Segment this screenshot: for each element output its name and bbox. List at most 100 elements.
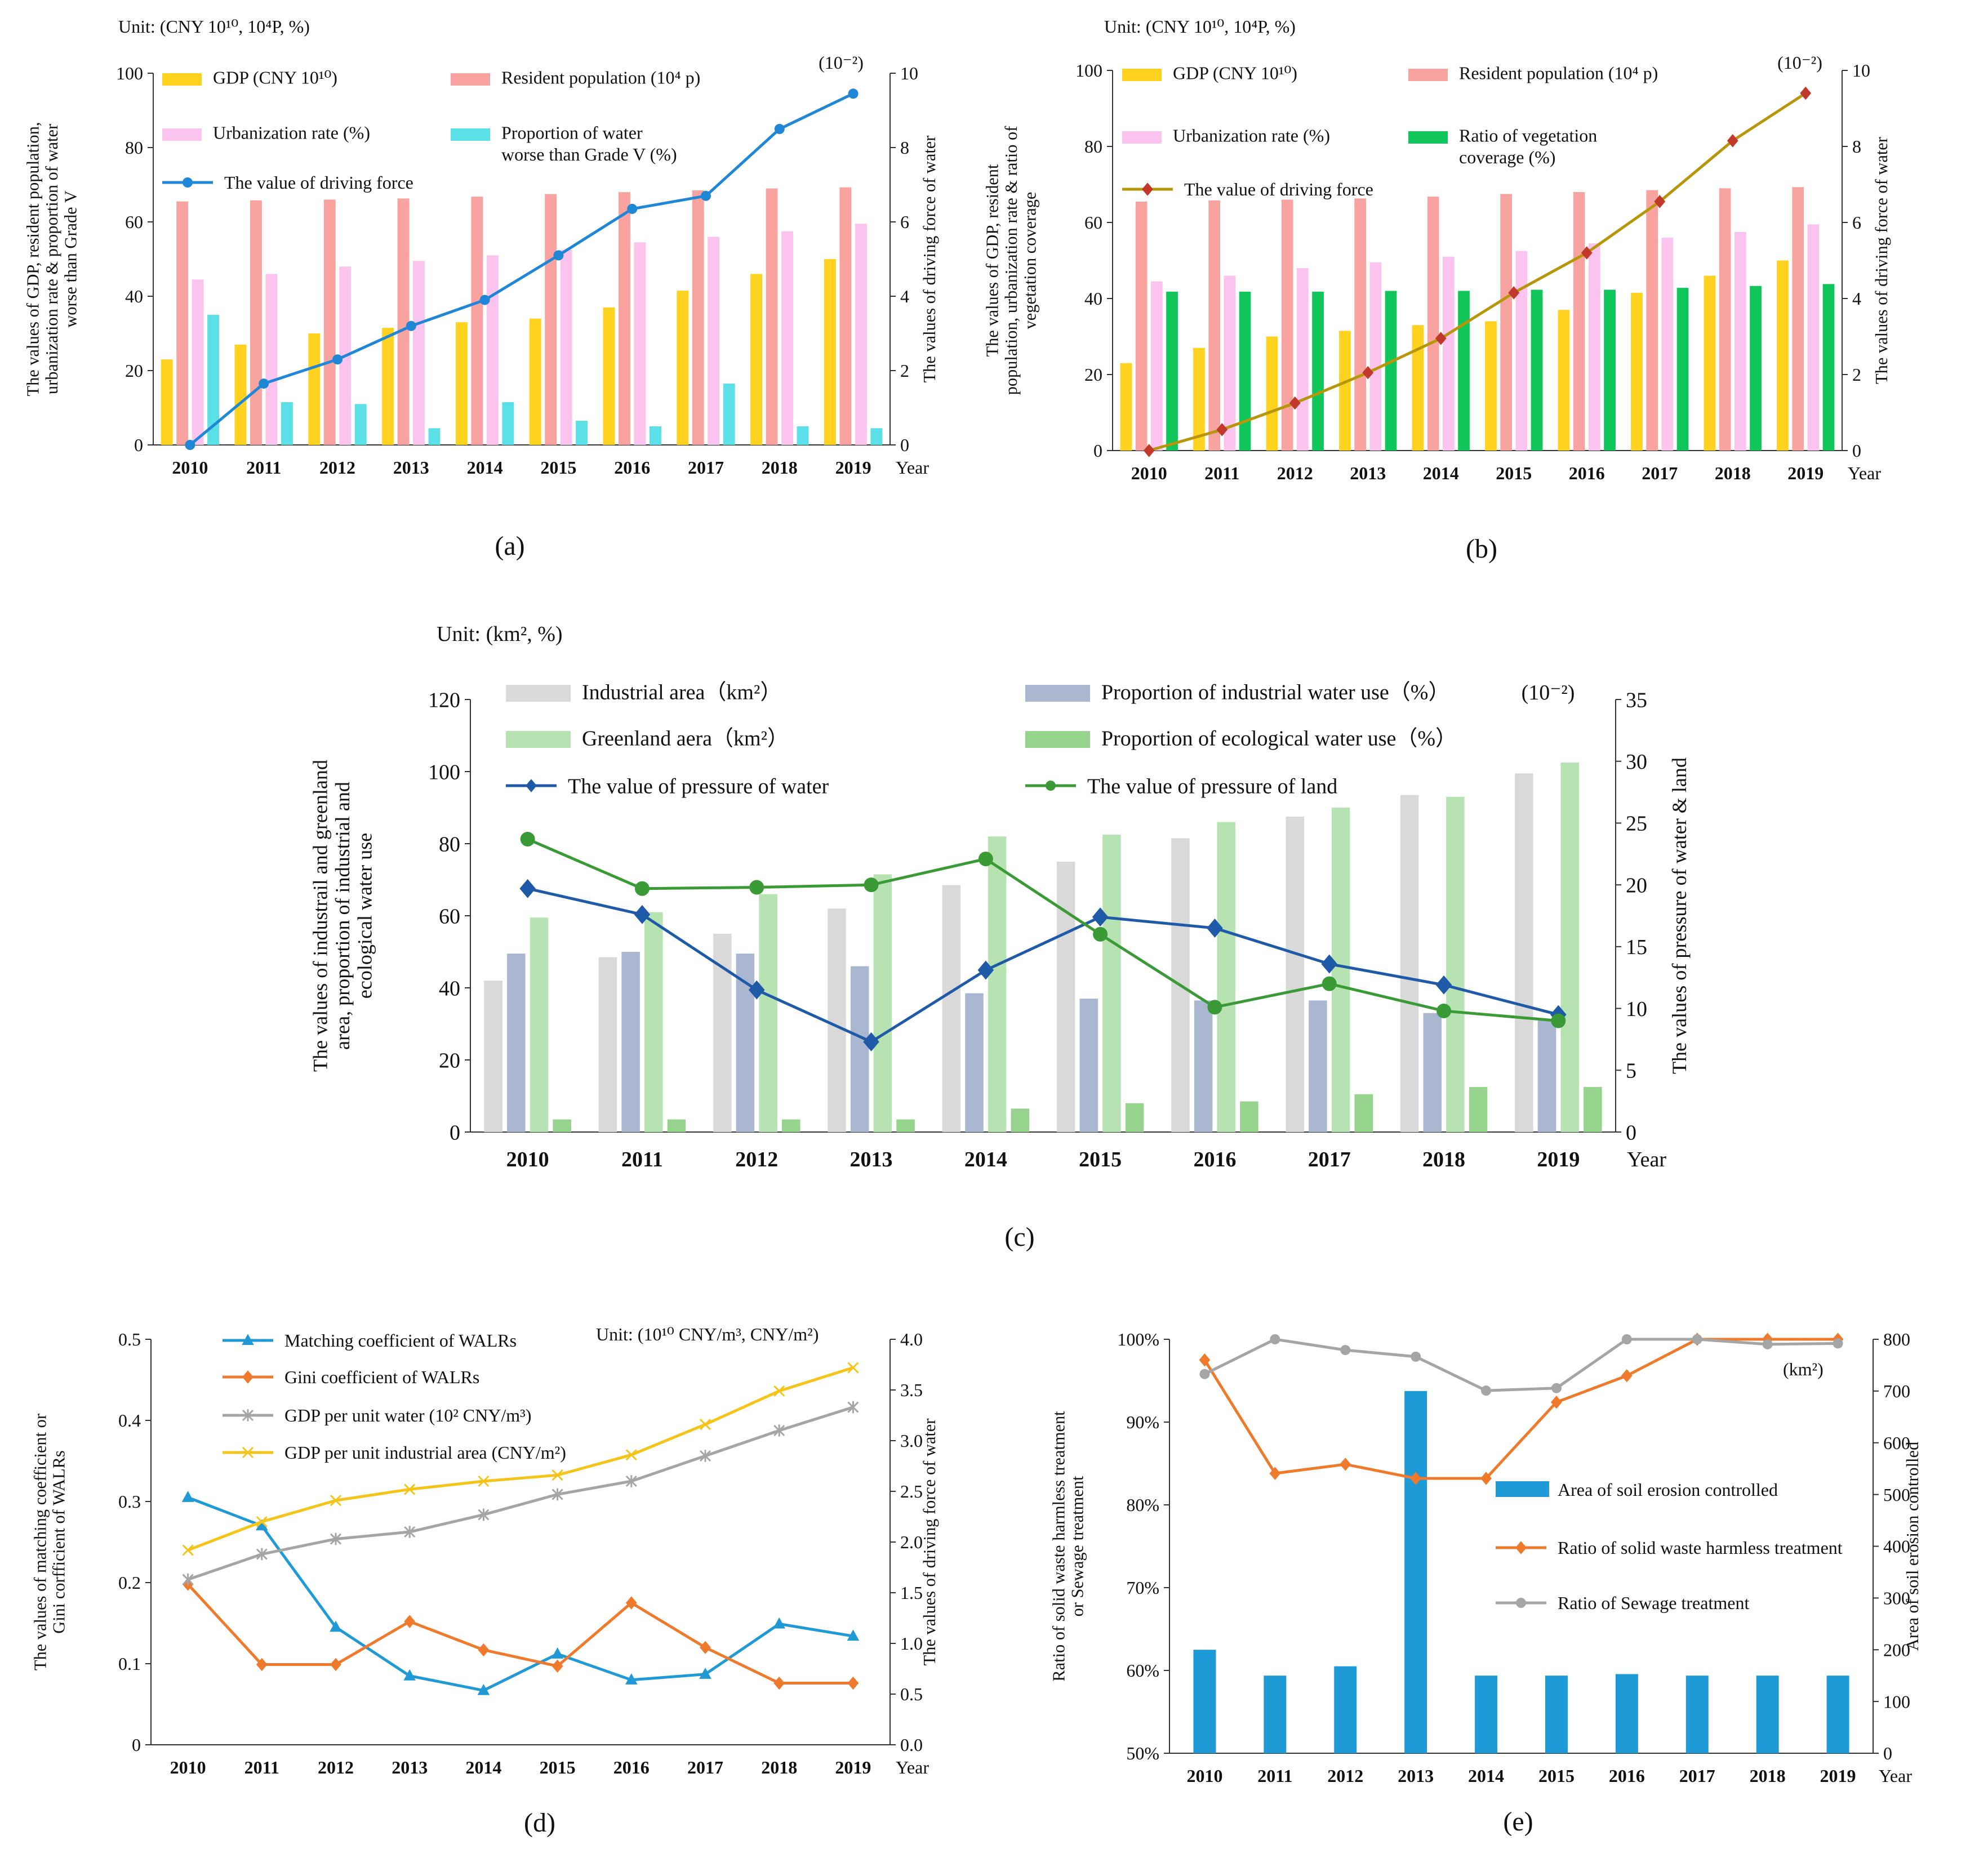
- left-tick-label: 40: [1084, 288, 1102, 309]
- point-b-s0: [1727, 134, 1738, 148]
- right-tick-label: 2.5: [900, 1481, 923, 1501]
- point-d-s0: [773, 1617, 785, 1629]
- right-tick-label: 4.0: [900, 1329, 923, 1349]
- x-tick-label: 2017: [1679, 1766, 1715, 1786]
- bar-c-s2: [644, 912, 663, 1132]
- bar-c-s1: [1423, 1013, 1442, 1132]
- bar-c-s3: [1584, 1087, 1602, 1132]
- bar-a-s0: [677, 291, 689, 445]
- bar-c-s1: [1194, 1000, 1213, 1132]
- point-b-s0: [1435, 332, 1447, 345]
- bar-a-s1: [619, 192, 630, 445]
- x-tick-label: 2012: [1327, 1766, 1363, 1786]
- point-e-s1: [1340, 1345, 1351, 1356]
- point-d-s1: [700, 1641, 711, 1654]
- bar-c-s3: [1354, 1094, 1373, 1132]
- bar-a-s0: [382, 328, 394, 445]
- legend-label: Ratio of Sewage treatment: [1558, 1593, 1749, 1613]
- x-tick-label: 2011: [621, 1148, 663, 1171]
- legend-label: Proportion of ecological water use（%）: [1101, 727, 1457, 751]
- legend-label: GDP (CNY 10¹⁰): [1173, 63, 1297, 83]
- legend-b: GDP (CNY 10¹⁰) Resident population (10⁴ p…: [1122, 63, 1658, 199]
- x-tick-label: 2016: [1609, 1766, 1645, 1786]
- x-tick-label: 2013: [393, 457, 429, 478]
- x-tick-label: 2015: [1538, 1766, 1575, 1786]
- point-d-s2: [552, 1488, 563, 1501]
- right-tick-label: 20: [1626, 874, 1647, 897]
- point-d-s0: [625, 1673, 638, 1685]
- point-a-s0: [553, 250, 564, 261]
- bar-c-s0: [1400, 795, 1419, 1132]
- bar-b-s2: [1661, 238, 1674, 451]
- right-axis-title: The values of driving force of water: [920, 136, 939, 383]
- legend-swatch: [506, 685, 571, 702]
- right-tick-label: 3.0: [900, 1431, 923, 1451]
- point-e-s1: [1199, 1369, 1210, 1379]
- x-tick-label: 2013: [392, 1757, 428, 1777]
- panel-a: 0 20 40 60 80 100 0 2 4 6 8 10 2010 2011 2012 2013 2014 2…: [24, 16, 939, 561]
- point-d-s3: [773, 1385, 785, 1397]
- bar-a-s1: [250, 200, 262, 445]
- point-d-s0: [551, 1647, 564, 1659]
- x-tick-label: 2014: [1423, 463, 1459, 483]
- point-d-s2: [404, 1526, 416, 1538]
- bar-c-s2: [988, 836, 1007, 1132]
- point-d-s1: [847, 1676, 859, 1690]
- x-tick-label: 2019: [835, 1757, 871, 1777]
- point-d-s0: [181, 1491, 194, 1502]
- left-axis-title-line: The values of matching coefficient or: [30, 1414, 50, 1670]
- point-c-s0: [977, 960, 994, 980]
- x-tick-label: 2010: [506, 1148, 549, 1171]
- bar-c-s2: [1217, 822, 1236, 1132]
- bar-b-s0: [1558, 310, 1570, 451]
- bar-a-s3: [354, 404, 367, 445]
- right-tick-label: 400: [1883, 1536, 1910, 1557]
- legend-c: Industrial area（km²） Proportion of indust…: [506, 681, 1457, 798]
- bar-b-s3: [1385, 291, 1397, 451]
- left-axis-title: The values of GDP, resident population,u…: [24, 122, 81, 396]
- right-tick-label: 1.0: [900, 1633, 923, 1654]
- left-tick-label: 0: [1093, 440, 1102, 461]
- point-d-s0: [699, 1668, 711, 1679]
- bar-c-s3: [1240, 1101, 1258, 1132]
- point-e-s1: [1411, 1351, 1421, 1362]
- left-axis-title-line: or Sewage treatment: [1068, 1476, 1087, 1616]
- left-axis-title-line: Ratio of solid waste harmless treatment: [1049, 1411, 1068, 1682]
- x-tick-label: 2017: [1308, 1148, 1351, 1171]
- bar-a-s3: [281, 402, 293, 445]
- panel-e: 50% 60% 70% 80% 90% 100% 0 100 200 300 400 500 600 70…: [1049, 1329, 1922, 1837]
- panel-b: 0 20 40 60 80 100 0 2 4 6 8 10 2010 2011 2012 2013 2014 2…: [983, 16, 1891, 564]
- exponent-label: (10⁻²): [1522, 681, 1575, 705]
- legend-marker: [1516, 1598, 1526, 1608]
- right-tick-label: 30: [1626, 750, 1647, 774]
- x-tick-label: 2016: [1569, 463, 1605, 483]
- point-e-s0: [1199, 1353, 1211, 1367]
- bar-a-s3: [723, 384, 735, 445]
- x-tick-label: 2015: [1079, 1148, 1122, 1171]
- x-tick-label: 2019: [1537, 1148, 1580, 1171]
- bar-b-s3: [1822, 284, 1835, 451]
- point-c-s1: [749, 880, 764, 895]
- point-c-s0: [1321, 954, 1338, 974]
- right-tick-label: 15: [1626, 935, 1647, 959]
- line-c-s0: [527, 887, 1559, 1044]
- bar-a-s0: [603, 307, 615, 445]
- bar-b-s1: [1646, 190, 1658, 451]
- legend-label: GDP per unit water (10² CNY/m³): [284, 1405, 531, 1425]
- point-d-s1: [404, 1615, 416, 1628]
- legend-swatch: [1122, 131, 1162, 144]
- point-a-s0: [406, 320, 416, 331]
- bar-c-s3: [896, 1119, 915, 1132]
- left-axis-title-line: The values of industrail and greenland: [309, 760, 331, 1072]
- point-a-s0: [479, 295, 490, 305]
- legend-label: The value of driving force: [224, 172, 413, 193]
- point-d-s3: [847, 1362, 859, 1374]
- legend-label: GDP (CNY 10¹⁰): [213, 68, 337, 88]
- x-tick-label: 2018: [1750, 1766, 1786, 1786]
- bar-b-s1: [1135, 201, 1148, 451]
- bar-a-s3: [502, 402, 514, 445]
- left-tick-label: 40: [125, 286, 143, 306]
- point-e-s1: [1481, 1385, 1492, 1396]
- right-tick-label: 4: [1852, 288, 1861, 309]
- point-c-s0: [1435, 975, 1452, 995]
